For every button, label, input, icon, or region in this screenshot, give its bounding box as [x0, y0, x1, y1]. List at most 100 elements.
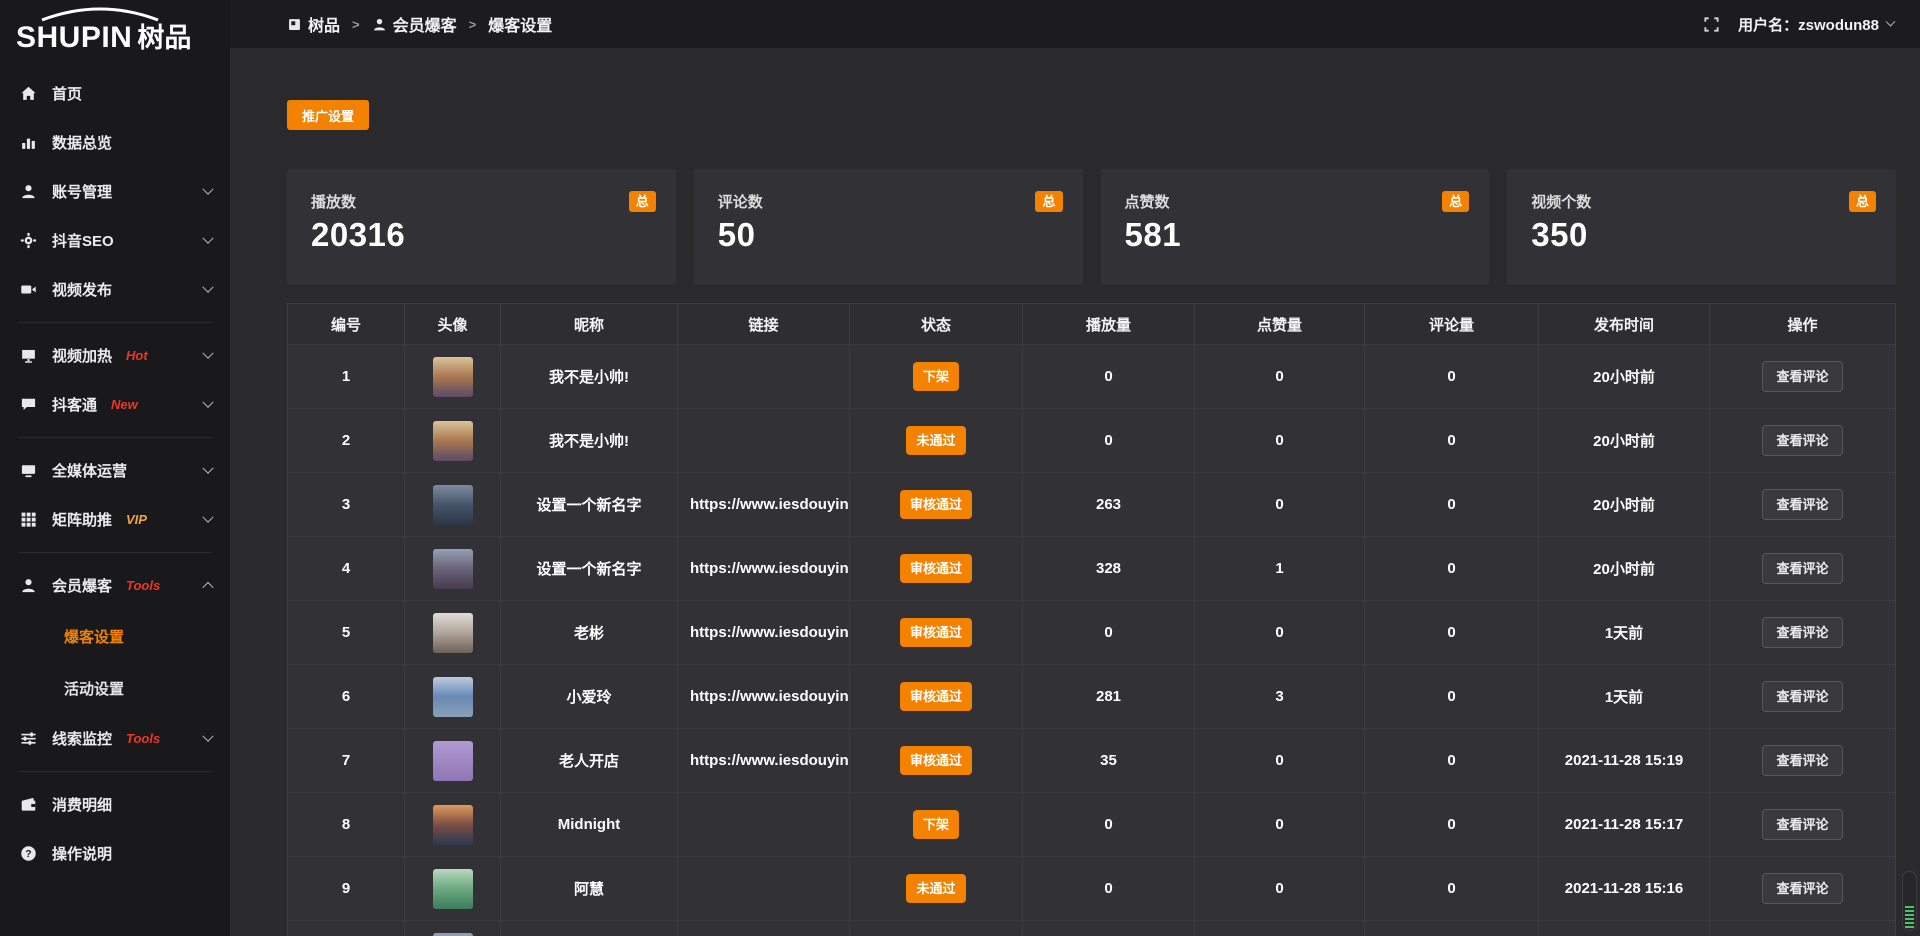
cell-id: 9 — [288, 857, 405, 921]
status-badge[interactable]: 下架 — [912, 362, 959, 391]
topbar: 树品 > 会员爆客 > 爆客设置 用户名：zswodun88 — [230, 0, 1920, 48]
view-comments-button[interactable]: 查看评论 — [1762, 425, 1843, 456]
cell-link: https://www.iesdouyin.c — [678, 473, 850, 537]
cell-status: 审核通过 — [850, 601, 1023, 665]
cell-link: https://www.iesdouyin.c — [678, 537, 850, 601]
sidebar-subitem-爆客设置[interactable]: 爆客设置 — [0, 610, 230, 662]
chevron-down-icon — [202, 347, 214, 359]
status-badge[interactable]: 未通过 — [906, 874, 966, 903]
sidebar-item-label: 矩阵助推 — [52, 512, 113, 529]
stat-card-label: 播放数 — [311, 194, 357, 211]
link-text[interactable]: https://www.iesdouyin.c — [690, 688, 850, 705]
column-header-评论量: 评论量 — [1365, 304, 1539, 345]
cell-status: 审核通过 — [850, 473, 1023, 537]
chevron-down-icon — [202, 730, 214, 742]
status-badge[interactable]: 审核通过 — [899, 746, 972, 775]
link-text[interactable]: https://www.iesdouyin.c — [690, 560, 850, 577]
sidebar-item-操作说明[interactable]: ? 操作说明 — [0, 829, 230, 878]
logo-text-zh: 树品 — [137, 23, 192, 53]
breadcrumb-item-会员爆客[interactable]: 会员爆客 — [372, 12, 457, 36]
chevron-down-icon — [202, 232, 214, 244]
cell-link — [678, 857, 850, 921]
breadcrumb-separator: > — [352, 16, 360, 32]
cell-status: 审核通过 — [850, 729, 1023, 793]
chevron-down-icon — [1885, 16, 1896, 27]
username-menu[interactable]: 用户名：zswodun88 — [1738, 14, 1896, 35]
stat-card-点赞数: 点赞数 总 581 — [1100, 169, 1490, 285]
sidebar-item-tag: Tools — [126, 578, 161, 593]
stat-card-label: 评论数 — [717, 194, 763, 211]
sidebar-item-抖音SEO[interactable]: 抖音SEO — [0, 216, 230, 265]
sidebar-item-首页[interactable]: 首页 — [0, 69, 230, 118]
sidebar-item-视频发布[interactable]: 视频发布 — [0, 265, 230, 314]
cell-avatar — [405, 921, 501, 936]
sidebar-item-全媒体运营[interactable]: 全媒体运营 — [0, 446, 230, 495]
sidebar-item-label: 视频发布 — [52, 282, 113, 299]
breadcrumb-item-爆客设置[interactable]: 爆客设置 — [488, 12, 552, 36]
view-comments-button[interactable]: 查看评论 — [1762, 745, 1843, 776]
view-comments-button[interactable]: 查看评论 — [1762, 553, 1843, 584]
sidebar-item-数据总览[interactable]: 数据总览 — [0, 118, 230, 167]
cell-likes: 0 — [1195, 409, 1365, 473]
sidebar-item-账号管理[interactable]: 账号管理 — [0, 167, 230, 216]
sidebar-item-tag: Hot — [126, 348, 148, 363]
sidebar-item-消费明细[interactable]: 消费明细 — [0, 780, 230, 829]
cell-actions: 查看评论 — [1710, 601, 1895, 665]
column-header-头像: 头像 — [405, 304, 501, 345]
cell-publish-time: 20小时前 — [1539, 537, 1710, 601]
cell-nickname: 设置一个新名字 — [501, 473, 678, 537]
table-row — [288, 921, 1895, 936]
chevron-down-icon — [202, 281, 214, 293]
status-badge[interactable]: 下架 — [912, 810, 959, 839]
floating-widget[interactable] — [1902, 871, 1917, 931]
sidebar-subitem-活动设置[interactable]: 活动设置 — [0, 662, 230, 714]
link-text[interactable]: https://www.iesdouyin.c — [690, 752, 850, 769]
cell-actions — [1710, 921, 1895, 936]
link-text[interactable]: https://www.iesdouyin.c — [690, 624, 850, 641]
question-icon: ? — [20, 845, 37, 862]
cell-status: 审核通过 — [850, 665, 1023, 729]
view-comments-button[interactable]: 查看评论 — [1762, 809, 1843, 840]
screen-icon — [20, 462, 37, 479]
cell-publish-time — [1539, 921, 1710, 936]
avatar — [432, 868, 473, 909]
status-badge[interactable]: 审核通过 — [899, 554, 972, 583]
status-badge[interactable]: 审核通过 — [899, 490, 972, 519]
stat-card-label: 视频个数 — [1531, 194, 1592, 211]
table-row: 6 小爱玲 https://www.iesdouyin.c 审核通过 281 3 0 1天前 查… — [288, 665, 1895, 729]
view-comments-button[interactable]: 查看评论 — [1762, 873, 1843, 904]
cell-comments: 0 — [1365, 473, 1539, 537]
status-badge[interactable]: 审核通过 — [899, 618, 972, 647]
cell-likes — [1195, 921, 1365, 936]
cell-plays — [1023, 921, 1195, 936]
breadcrumb-item-树品[interactable]: 树品 — [287, 12, 340, 36]
status-badge[interactable]: 审核通过 — [899, 682, 972, 711]
logo[interactable]: SHUPIN 树品 — [0, 0, 230, 59]
promo-settings-button[interactable]: 推广设置 — [287, 100, 370, 130]
link-text[interactable]: https://www.iesdouyin.c — [690, 496, 850, 513]
fullscreen-icon[interactable] — [1703, 16, 1720, 33]
stat-card-视频个数: 视频个数 总 350 — [1507, 169, 1896, 285]
cell-publish-time: 2021-11-28 15:16 — [1539, 857, 1710, 921]
status-badge[interactable]: 未通过 — [906, 426, 966, 455]
cell-nickname: 阿慧 — [501, 857, 678, 921]
view-comments-button[interactable]: 查看评论 — [1762, 617, 1843, 648]
sidebar-item-线索监控[interactable]: 线索监控 Tools — [0, 714, 230, 763]
sidebar-item-抖客通[interactable]: 抖客通 New — [0, 380, 230, 429]
sidebar-item-会员爆客[interactable]: 会员爆客 Tools — [0, 561, 230, 610]
view-comments-button[interactable]: 查看评论 — [1762, 361, 1843, 392]
cell-actions: 查看评论 — [1710, 729, 1895, 793]
sidebar-item-tag: VIP — [126, 512, 147, 527]
table-row: 1 我不是小帅! 下架 0 0 0 20小时前 查看评论 — [288, 345, 1895, 409]
stat-card-top: 视频个数 总 — [1531, 191, 1876, 212]
column-header-昵称: 昵称 — [501, 304, 678, 345]
sidebar-item-label: 全媒体运营 — [52, 463, 128, 480]
view-comments-button[interactable]: 查看评论 — [1762, 681, 1843, 712]
sidebar-item-矩阵助推[interactable]: 矩阵助推 VIP — [0, 495, 230, 544]
sidebar-item-视频加热[interactable]: 视频加热 Hot — [0, 331, 230, 380]
cell-avatar — [405, 729, 501, 793]
view-comments-button[interactable]: 查看评论 — [1762, 489, 1843, 520]
column-header-编号: 编号 — [288, 304, 405, 345]
cell-avatar — [405, 345, 501, 409]
cell-plays: 0 — [1023, 793, 1195, 857]
